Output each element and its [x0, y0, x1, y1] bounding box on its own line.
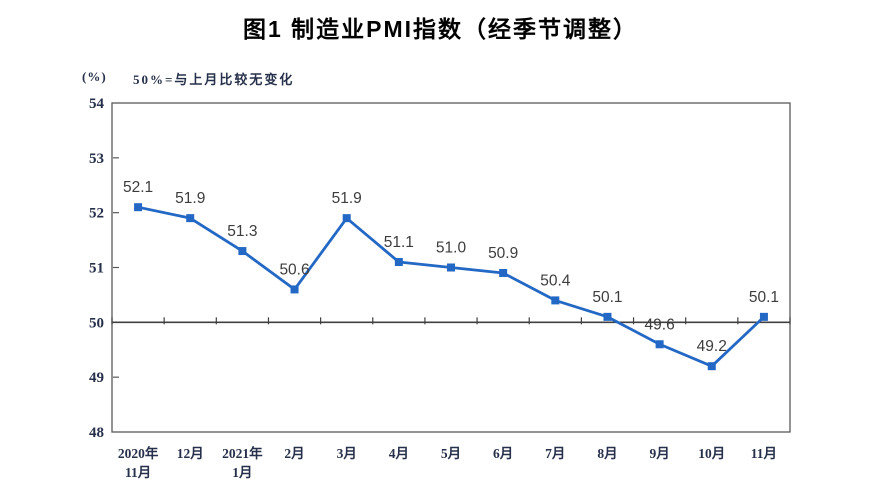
x-axis-label: 8月: [597, 446, 617, 461]
data-label: 50.6: [279, 261, 309, 278]
x-axis-label: 1月: [232, 465, 252, 480]
x-axis-label: 5月: [441, 446, 461, 461]
data-label: 49.2: [697, 338, 727, 355]
data-point-marker: [603, 312, 612, 321]
x-axis-label: 9月: [649, 446, 669, 461]
y-axis-tick-label: 52: [89, 206, 104, 222]
y-axis-unit-label: (%): [82, 69, 107, 84]
y-axis-tick-label: 51: [89, 261, 104, 277]
data-label: 50.1: [592, 289, 622, 306]
data-point-marker: [186, 214, 195, 223]
y-axis-tick-label: 54: [89, 96, 105, 112]
data-label: 50.4: [540, 272, 571, 289]
data-label: 51.9: [332, 190, 362, 207]
data-label: 50.1: [749, 289, 779, 306]
data-label: 51.0: [436, 240, 467, 257]
x-axis-label: 7月: [545, 446, 565, 461]
y-axis-tick-label: 53: [89, 151, 104, 167]
x-axis-label: 12月: [177, 446, 204, 461]
data-point-marker: [134, 203, 143, 212]
data-point-marker: [707, 362, 716, 371]
data-point-marker: [342, 214, 351, 223]
x-axis-label: 2021年: [222, 445, 263, 461]
y-axis-tick-label: 49: [89, 370, 104, 386]
data-label: 51.1: [384, 234, 414, 251]
x-axis-label: 10月: [698, 446, 725, 461]
reference-note: 50%=与上月比较无变化: [133, 72, 295, 87]
data-label: 52.1: [123, 179, 153, 196]
data-label: 51.3: [227, 223, 257, 240]
y-axis-tick-label: 48: [89, 425, 104, 441]
chart-title: 图1 制造业PMI指数（经季节调整）: [242, 16, 639, 42]
x-axis-label: 11月: [125, 465, 151, 480]
x-axis-label: 3月: [337, 446, 357, 461]
x-axis-label: 6月: [493, 446, 513, 461]
x-axis-label: 2020年: [118, 445, 159, 461]
x-axis-label: 11月: [751, 446, 777, 461]
data-point-marker: [759, 312, 768, 321]
data-point-marker: [447, 263, 455, 272]
data-label: 49.6: [645, 316, 675, 333]
data-label: 51.9: [175, 190, 205, 207]
data-point-marker: [499, 268, 508, 277]
data-point-marker: [655, 340, 664, 349]
data-point-marker: [394, 258, 403, 267]
data-label: 50.9: [488, 245, 518, 262]
x-axis-label: 4月: [389, 446, 409, 461]
y-axis-tick-label: 50: [89, 315, 104, 331]
data-point-marker: [551, 296, 560, 305]
data-point-marker: [290, 285, 299, 294]
x-axis-label: 2月: [284, 446, 304, 461]
data-point-marker: [238, 247, 247, 256]
plot-frame: [111, 102, 791, 433]
